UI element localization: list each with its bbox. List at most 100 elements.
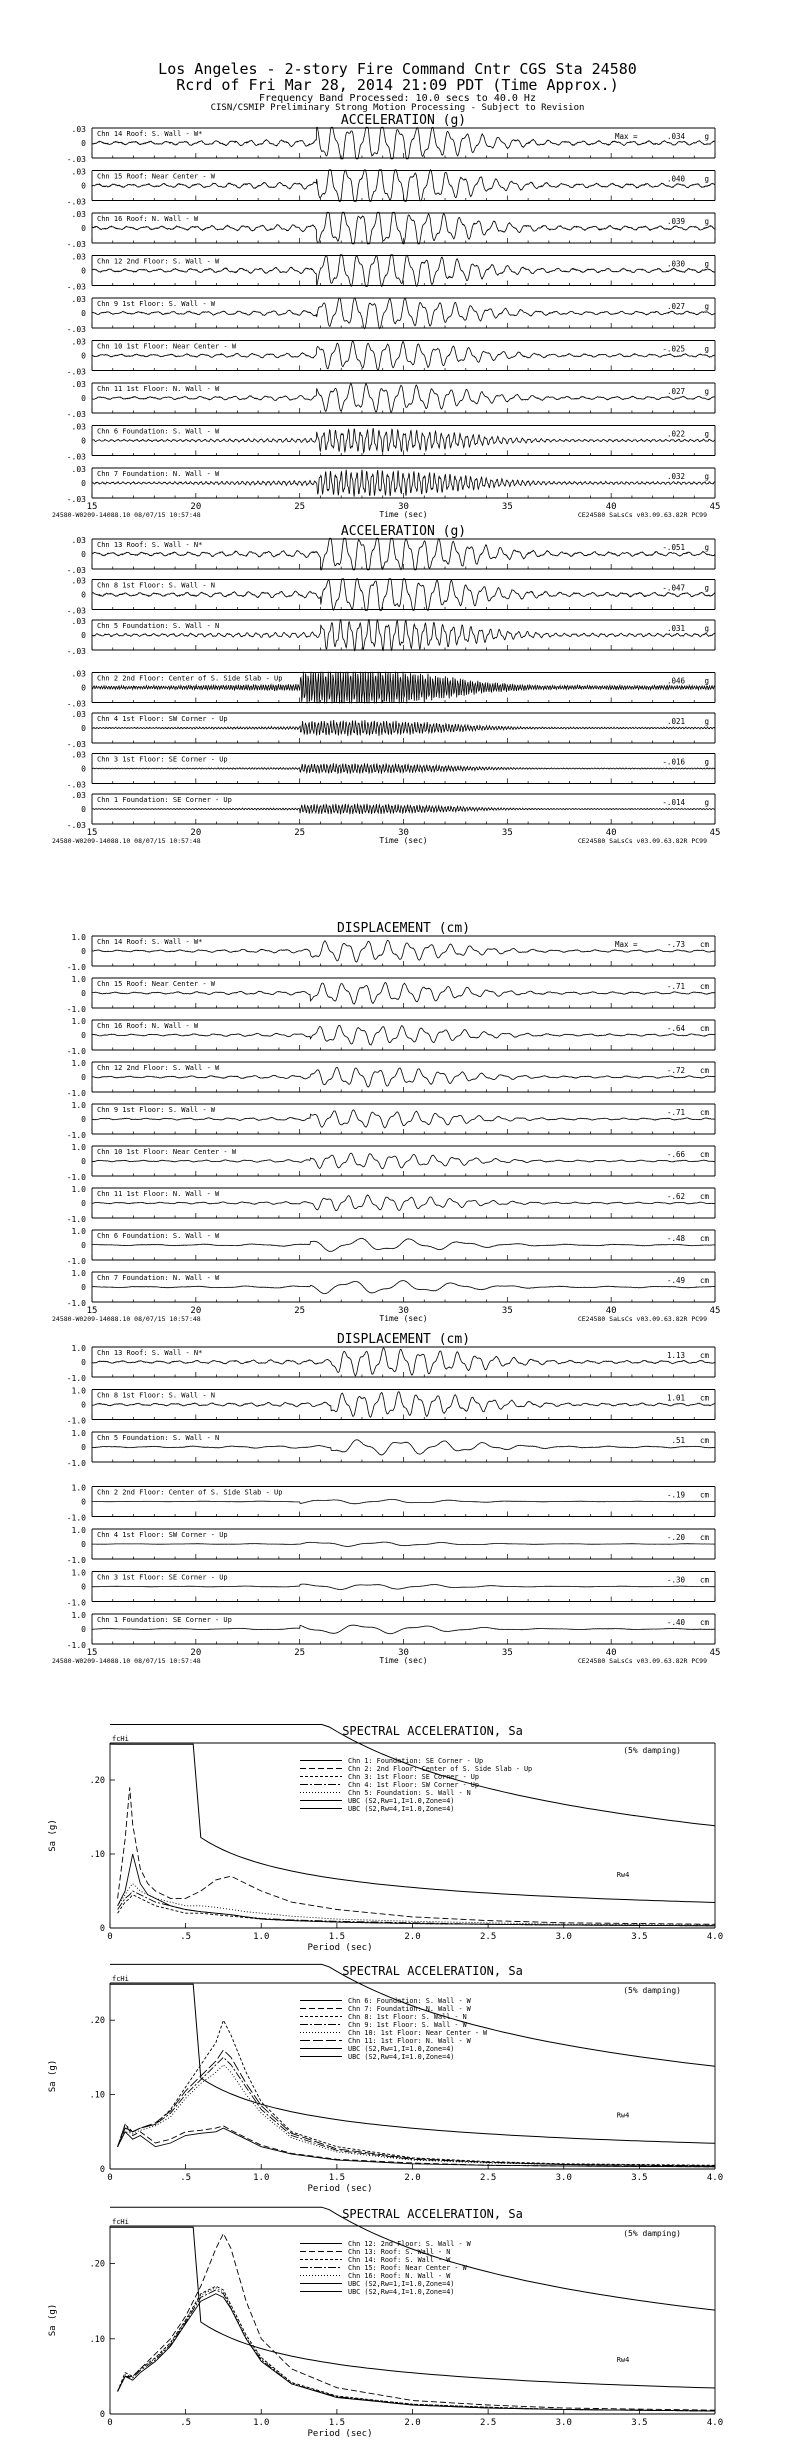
ubc-rw1-curve	[110, 1963, 716, 2067]
legend-entry: UBC (S2,Rw=1,I=1.0,Zone=4)	[348, 1797, 454, 1805]
y-tick-label-bottom: -1.0	[67, 1514, 86, 1523]
trace-waveform	[91, 1109, 716, 1129]
x-tick-label: 3.0	[556, 2418, 572, 2428]
footer-left: 24580-W0209-14088.10 08/07/15 10:57:48	[52, 511, 201, 519]
x-tick-label: 45	[710, 1648, 721, 1658]
y-tick-label: 0	[100, 1924, 105, 1934]
x-tick-label: 2.0	[404, 1932, 420, 1942]
trace-waveform	[91, 428, 716, 454]
max-prefix: Max =	[615, 940, 638, 949]
x-axis-label: Period (sec)	[307, 2429, 372, 2439]
y-tick-label-zero: 0	[81, 805, 86, 814]
y-tick-label-top: .03	[72, 751, 87, 760]
trace-unit: g	[704, 758, 709, 767]
legend-entry: Chn 4: 1st Floor: SW Corner - Up	[348, 1781, 479, 1789]
y-tick-label-zero: 0	[81, 437, 86, 446]
trace-waveform	[91, 719, 716, 737]
y-tick-label-bottom: -.03	[67, 198, 86, 207]
y-axis-label: Sa (g)	[48, 2304, 58, 2337]
y-tick-label-top: 1.0	[72, 1269, 87, 1278]
legend-entry: Chn 13: Roof: S. Wall - N	[348, 2248, 450, 2256]
y-tick-label-bottom: -1.0	[67, 1374, 86, 1383]
trace-unit: g	[704, 584, 709, 593]
y-tick-label-top: 1.0	[72, 1611, 87, 1620]
trace-waveform	[91, 939, 716, 963]
x-tick-label: 2.5	[480, 2418, 496, 2428]
legend-entry: Chn 9: 1st Floor: S. Wall - W	[348, 2021, 468, 2029]
trace-label: Chn 3 1st Floor: SE Corner - Up	[97, 756, 228, 764]
y-tick-label-zero: 0	[81, 591, 86, 600]
y-tick-label-zero: 0	[81, 1443, 86, 1452]
y-tick-label-bottom: -1.0	[67, 1599, 86, 1608]
trace-unit: cm	[700, 1108, 710, 1117]
trace-waveform	[91, 340, 716, 371]
y-tick-label-bottom: -1.0	[67, 1131, 86, 1140]
x-tick-label: 4.0	[707, 2418, 723, 2428]
y-tick-label-top: 1.0	[72, 1569, 87, 1578]
y-tick-label-zero: 0	[81, 1283, 86, 1292]
trace-label: Chn 2 2nd Floor: Center of S. Side Slab …	[97, 675, 282, 683]
y-tick-label-zero: 0	[81, 479, 86, 488]
trace-unit: g	[704, 717, 709, 726]
rw-label: Rw4	[617, 1871, 630, 1879]
trace-label: Chn 9 1st Floor: S. Wall - W	[97, 1106, 216, 1114]
trace-waveform	[91, 469, 716, 497]
trace-unit: cm	[700, 1394, 710, 1403]
x-tick-label: 35	[502, 502, 513, 512]
y-tick-label-bottom: -.03	[67, 368, 86, 377]
legend-entry: Chn 5: Foundation: S. Wall - N	[348, 1789, 471, 1797]
y-tick-label-bottom: -1.0	[67, 1005, 86, 1014]
spectral-acceleration-figure-1: SPECTRAL ACCELERATION, Sa 0 .5 1.0 1.5 2.0 2.5…	[48, 1724, 723, 1953]
trace-max-value: .040	[667, 175, 686, 184]
x-tick-label: 30	[398, 1648, 409, 1658]
y-tick-label-zero: 0	[81, 1358, 86, 1367]
y-tick-label-top: .03	[72, 380, 87, 389]
legend-entry: Chn 16: Roof: N. Wall - W	[348, 2272, 451, 2280]
trace-unit: g	[704, 430, 709, 439]
trace-label: Chn 15 Roof: Near Center - W	[97, 173, 216, 181]
trace-max-value: -.19	[667, 1491, 685, 1500]
y-tick-label-bottom: -.03	[67, 781, 86, 790]
trace-unit: g	[704, 217, 709, 226]
fchi-label: fcHi	[112, 1975, 129, 1983]
x-tick-label: 15	[87, 1306, 98, 1316]
y-tick-label: 0	[100, 2165, 105, 2175]
trace-unit: g	[704, 798, 709, 807]
y-tick-label-zero: 0	[81, 352, 86, 361]
x-tick-label: 30	[398, 502, 409, 512]
y-axis-label: Sa (g)	[48, 2060, 58, 2093]
x-tick-label: 1.0	[253, 1932, 269, 1942]
trace-waveform	[91, 981, 716, 1005]
trace-waveform	[91, 211, 716, 245]
y-tick-label-bottom: -1.0	[67, 1257, 86, 1266]
x-axis-label: Time (sec)	[379, 510, 427, 519]
y-tick-label-zero: 0	[81, 309, 86, 318]
trace-unit: cm	[700, 1618, 710, 1627]
trace-unit: g	[704, 543, 709, 552]
x-tick-label: 25	[294, 828, 305, 838]
y-tick-label-zero: 0	[81, 631, 86, 640]
trace-waveform	[91, 168, 716, 202]
y-tick-label-bottom: -.03	[67, 566, 86, 575]
x-tick-label: 1.5	[329, 2418, 345, 2428]
legend-entry: Chn 2: 2nd Floor: Center of S. Side Slab…	[348, 1765, 532, 1773]
y-tick-label-top: 1.0	[72, 1484, 87, 1493]
damping-label: (5% damping)	[623, 2229, 681, 2238]
y-tick-label-bottom: -.03	[67, 700, 86, 709]
trace-label: Chn 10 1st Floor: Near Center - W	[97, 1148, 237, 1156]
trace-waveform	[91, 1390, 716, 1418]
trace-unit: cm	[700, 1024, 710, 1033]
trace-label: Chn 3 1st Floor: SE Corner - Up	[97, 1574, 228, 1582]
trace-unit: cm	[700, 1150, 710, 1159]
trace-unit: g	[704, 345, 709, 354]
y-tick-label-top: .03	[72, 423, 87, 432]
trace-unit: g	[704, 175, 709, 184]
y-tick-label-top: .03	[72, 670, 87, 679]
y-tick-label-top: 1.0	[72, 1526, 87, 1535]
acceleration-vertical-figure: ACCELERATION (g) .03 0 -.03 Chn 13 Roof: S. …	[52, 524, 720, 845]
trace-waveform	[91, 1066, 716, 1088]
trace-waveform	[91, 802, 716, 816]
ubc-rw4-curve	[110, 2226, 716, 2389]
trace-label: Chn 7 Foundation: N. Wall - W	[97, 1274, 220, 1282]
